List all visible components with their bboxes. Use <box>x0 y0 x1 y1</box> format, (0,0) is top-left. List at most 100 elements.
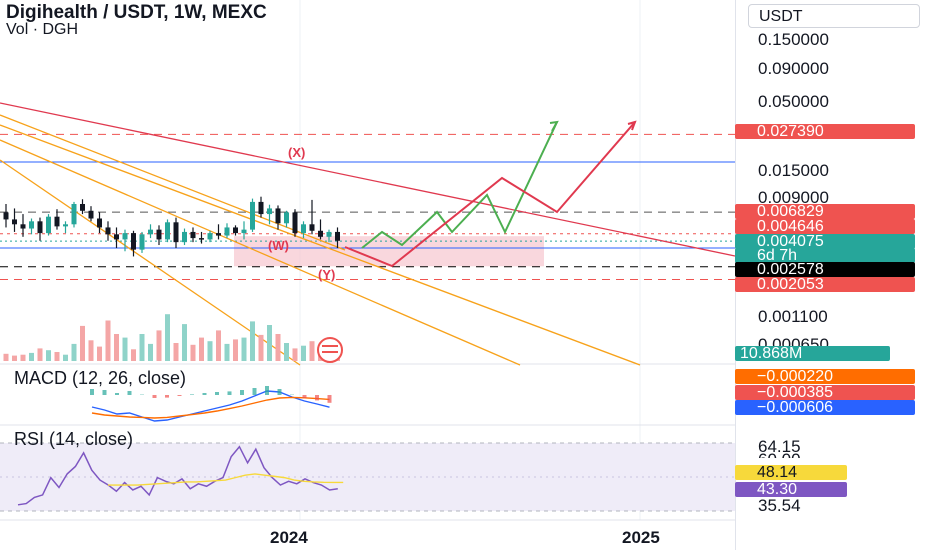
candle-body <box>182 231 187 243</box>
candle-body <box>190 231 196 239</box>
wave-label: (W) <box>268 238 289 253</box>
volume-bar <box>182 324 187 361</box>
currency-button[interactable]: USDT <box>748 4 920 28</box>
candle-body <box>326 231 332 237</box>
candle-body <box>12 219 17 225</box>
volume-bar <box>105 320 111 361</box>
macd-legend: MACD (12, 26, close) <box>14 368 187 388</box>
volume-bar <box>122 337 128 361</box>
volume-bar <box>284 343 289 361</box>
candle-body <box>105 227 111 235</box>
volume-bar <box>165 314 170 361</box>
volume-bar <box>12 355 17 361</box>
macd-histogram-bar <box>152 395 157 398</box>
volume-bar <box>199 337 204 361</box>
signal-line <box>91 396 330 419</box>
countdown-badge: 6d 7h <box>735 248 915 264</box>
chart-title: Digihealth / USDT, 1W, MEXC <box>6 2 267 23</box>
candle-body <box>284 212 289 224</box>
candle-body <box>207 233 213 240</box>
volume-bar <box>275 334 281 361</box>
macd-histogram-bar <box>165 395 169 398</box>
rsi-line <box>17 445 338 506</box>
volume-badge: 10.868M <box>735 346 890 362</box>
price-tick: 0.050000 <box>758 92 829 111</box>
candle-body <box>139 234 145 250</box>
volume-bar <box>173 343 179 361</box>
candle-body <box>216 233 221 236</box>
price-badge: 0.006829 <box>735 204 915 220</box>
orange-trendline <box>0 139 521 366</box>
candle-body <box>131 233 136 250</box>
candle-body <box>309 224 315 231</box>
current-price-badge: 0.004075 <box>735 234 915 250</box>
price-tick: 0.150000 <box>758 30 829 49</box>
time-tick: 2025 <box>622 528 660 547</box>
candle-body <box>29 221 34 229</box>
macd-badge: −0.000606 <box>735 400 915 416</box>
volume-bar <box>207 341 213 361</box>
macd-badge: −0.000220 <box>735 369 915 385</box>
price-chart[interactable]: (X) (W) (Y) <box>0 0 735 550</box>
candle-body <box>71 204 77 225</box>
volume-bar <box>224 343 230 361</box>
candle-body <box>165 222 170 240</box>
macd-histogram-bar <box>315 395 319 401</box>
candle-body <box>258 201 264 215</box>
volume-bar <box>131 349 136 361</box>
rsi-ma-badge: 48.14 <box>735 465 847 481</box>
time-tick: 2024 <box>270 528 308 547</box>
macd-histogram-bar <box>227 391 232 395</box>
volume-bar <box>233 339 238 361</box>
rsi-tick: 64.15 <box>758 437 801 456</box>
price-badge: 0.002578 <box>735 262 915 278</box>
volume-bar <box>301 345 306 361</box>
volume-bar <box>46 350 51 361</box>
arrow-head-red <box>627 120 637 131</box>
candle-body <box>267 208 272 215</box>
volume-bar <box>292 348 298 361</box>
price-badge: 0.002053 <box>735 277 915 293</box>
candle-body <box>233 227 238 234</box>
candle-body <box>37 221 43 234</box>
descending-trendline <box>0 102 735 257</box>
macd-histogram-bar <box>202 393 207 395</box>
arrow-head-green <box>549 120 559 132</box>
candle-body <box>318 230 323 237</box>
candle-body <box>88 210 94 219</box>
candle-body <box>97 218 102 228</box>
volume-bar <box>37 348 43 361</box>
macd-histogram-bar <box>327 395 332 403</box>
macd-histogram-bar <box>90 389 94 395</box>
orange-trendline <box>0 114 346 251</box>
candle-body <box>3 212 9 220</box>
projection-path-green <box>361 121 558 249</box>
candle-body <box>301 224 306 234</box>
volume-bar <box>63 354 68 361</box>
volume-bar <box>29 352 34 361</box>
volume-legend: Vol · DGH <box>6 21 79 38</box>
macd-histogram-bar <box>265 386 269 395</box>
volume-bar <box>309 341 315 361</box>
candle-body <box>199 238 204 240</box>
volume-bar <box>71 343 77 361</box>
macd-histogram-bar <box>127 391 132 395</box>
projection-path-red <box>344 121 636 268</box>
volume-bar <box>97 346 102 361</box>
volume-bar <box>114 334 119 361</box>
volume-bar <box>250 321 255 361</box>
candle-body <box>224 227 230 236</box>
volume-bar <box>80 325 85 361</box>
rsi-badge: 43.30 <box>735 482 847 498</box>
candle-body <box>63 224 68 227</box>
candle-body <box>54 216 60 227</box>
price-badge: 0.027390 <box>735 124 915 140</box>
candle-body <box>156 229 162 240</box>
candle-body <box>292 212 298 234</box>
macd-histogram-bar <box>102 390 107 395</box>
candle-body <box>250 201 255 230</box>
price-badge: 0.004646 <box>735 219 915 235</box>
chart-area[interactable]: (X) (W) (Y) Digihealth / USDT, 1W, MEXC Vo… <box>0 0 735 550</box>
wave-label: (X) <box>288 145 305 160</box>
candle-body <box>80 204 85 211</box>
